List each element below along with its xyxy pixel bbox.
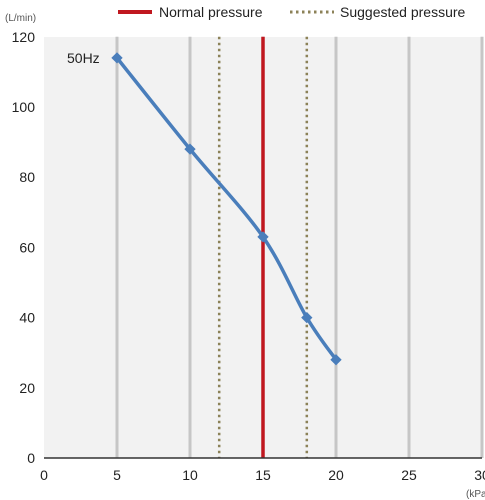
y-tick-label: 120 xyxy=(12,29,36,45)
data-point-18 xyxy=(301,311,313,324)
legend: Normal pressure Suggested pressure xyxy=(118,4,466,20)
y-tick-labels: 0 20 40 60 80 100 120 xyxy=(12,29,36,466)
data-point-10 xyxy=(184,143,196,155)
reference-lines xyxy=(217,36,309,458)
y-tick-label: 0 xyxy=(27,450,35,466)
y-tick-label: 80 xyxy=(19,169,35,185)
legend-label-normal-pressure: Normal pressure xyxy=(159,4,263,20)
x-tick-label: 30 xyxy=(474,467,485,483)
data-point-5 xyxy=(111,52,123,64)
x-tick-label: 20 xyxy=(328,467,344,483)
series-line-0 xyxy=(115,56,338,361)
x-tick-label: 25 xyxy=(401,467,417,483)
series-label-50hz: 50Hz xyxy=(67,50,100,66)
x-tick-label: 5 xyxy=(113,467,121,483)
x-axis-unit: (kPa) xyxy=(466,489,485,500)
x-tick-label: 10 xyxy=(182,467,198,483)
y-tick-label: 100 xyxy=(12,99,36,115)
x-tick-label: 0 xyxy=(40,467,48,483)
x-tick-labels: 0 5 10 15 20 25 30 xyxy=(40,467,485,483)
y-tick-label: 60 xyxy=(19,239,35,255)
y-tick-label: 20 xyxy=(19,380,35,396)
x-tick-label: 15 xyxy=(255,467,271,483)
data-point-15 xyxy=(257,231,269,243)
legend-label-suggested-pressure: Suggested pressure xyxy=(340,4,466,20)
data-series xyxy=(111,52,342,366)
y-tick-label: 40 xyxy=(19,310,35,326)
data-point-20 xyxy=(330,354,342,366)
y-axis-unit: (L/min) xyxy=(5,13,36,24)
